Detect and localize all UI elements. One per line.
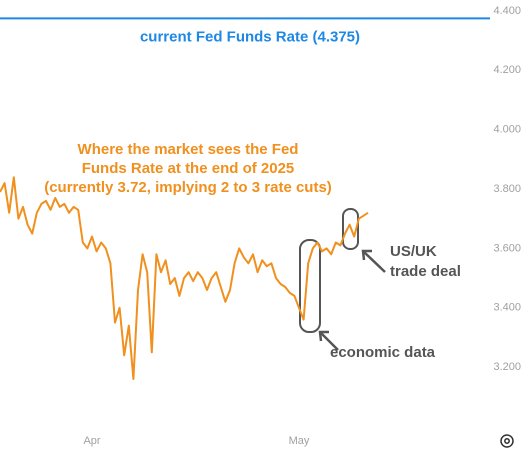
- y-tick-label: 3.400: [493, 302, 521, 314]
- arrow: [363, 251, 386, 273]
- annotation: Where the market sees the Fed: [78, 141, 299, 158]
- highlight: [299, 239, 321, 333]
- reference-label: current Fed Funds Rate (4.375): [140, 28, 360, 45]
- arrow: [318, 330, 329, 342]
- highlight: [342, 208, 359, 250]
- series-line: [0, 176, 369, 380]
- settings-icon[interactable]: [500, 434, 514, 448]
- x-tick-label: Apr: [83, 435, 100, 447]
- y-tick-label: 3.600: [493, 242, 521, 254]
- x-tick-label: May: [289, 435, 310, 447]
- arrow: [320, 332, 339, 351]
- y-tick-label: 4.000: [493, 124, 521, 136]
- y-tick-label: 3.200: [493, 361, 521, 373]
- y-tick-label: 3.800: [493, 183, 521, 195]
- y-tick-label: 4.200: [493, 64, 521, 76]
- annotation: trade deal: [390, 263, 461, 280]
- arrow: [361, 249, 372, 261]
- annotation: (currently 3.72, implying 2 to 3 rate cu…: [44, 179, 332, 196]
- annotation: US/UK: [390, 243, 437, 260]
- annotation: Funds Rate at the end of 2025: [82, 160, 295, 177]
- annotation: economic data: [330, 344, 436, 361]
- y-tick-label: 4.400: [493, 5, 521, 17]
